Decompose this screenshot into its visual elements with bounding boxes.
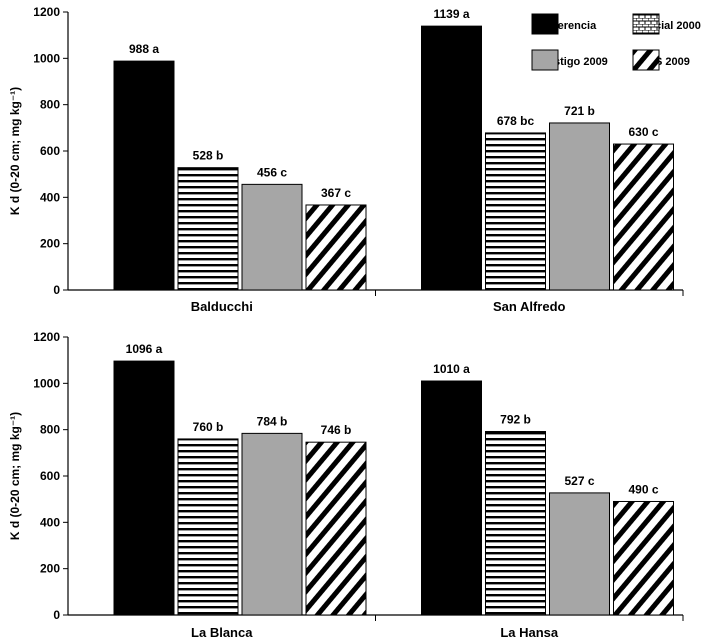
bar [305, 441, 367, 616]
y-tick-label: 800 [40, 423, 60, 437]
data-label: 630 c [628, 125, 658, 139]
bar [305, 204, 367, 291]
data-label: 1096 a [126, 342, 163, 356]
category-label: San Alfredo [493, 299, 566, 314]
bar [549, 122, 610, 291]
y-tick-label: 1000 [33, 51, 60, 65]
y-axis-label: K d (0-20 cm; mg kg⁻¹) [8, 87, 22, 215]
bar [421, 25, 482, 291]
data-label: 784 b [257, 414, 288, 428]
legend: ferencia cial 2000 stigo 2009 S 2009 [531, 13, 701, 71]
y-tick-label: 200 [40, 237, 60, 251]
y-tick-label: 1200 [33, 5, 60, 19]
y-tick-label: 1200 [33, 330, 60, 344]
bar [549, 492, 610, 616]
bar [177, 167, 239, 291]
y-axis-label: K d (0-20 cm; mg kg⁻¹) [8, 412, 22, 540]
legend-item: cial 2000 [632, 13, 701, 35]
bar [241, 432, 303, 616]
legend-swatch [531, 49, 559, 71]
y-tick-label: 0 [53, 608, 60, 622]
y-tick-label: 600 [40, 144, 60, 158]
y-tick-label: 0 [53, 283, 60, 297]
category-label: Balducchi [191, 299, 253, 314]
y-tick-label: 600 [40, 469, 60, 483]
data-label: 528 b [193, 149, 224, 163]
y-tick-label: 400 [40, 190, 60, 204]
chart-panels: K d (0-20 cm; mg kg⁻¹) 0 200 400 600 800 1000 1… [8, 5, 684, 640]
bar [613, 500, 674, 616]
data-label: 490 c [628, 482, 658, 496]
legend-label: cial 2000 [655, 20, 701, 32]
legend-label: S 2009 [655, 56, 690, 68]
panel-1: K d (0-20 cm; mg kg⁻¹) 0 200 400 600 800 1000 1… [8, 330, 684, 640]
bar [177, 438, 239, 616]
bar [485, 132, 546, 291]
data-label: 1010 a [433, 362, 470, 376]
y-tick-label: 400 [40, 515, 60, 529]
panel-0: K d (0-20 cm; mg kg⁻¹) 0 200 400 600 800 1000 1… [8, 5, 684, 314]
category-label: La Blanca [191, 625, 253, 640]
data-label: 1139 a [433, 7, 469, 21]
bar [485, 431, 546, 616]
legend-swatch [632, 13, 660, 35]
data-label: 721 b [564, 104, 595, 118]
bar [113, 360, 175, 616]
data-label: 367 c [321, 186, 351, 200]
data-label: 760 b [193, 420, 224, 434]
data-label: 792 b [500, 413, 531, 427]
bar [421, 380, 482, 616]
legend-label: stigo 2009 [554, 56, 608, 68]
data-label: 456 c [257, 165, 287, 179]
legend-label: ferencia [554, 20, 597, 32]
data-label: 678 bc [497, 114, 535, 128]
data-label: 746 b [321, 423, 352, 437]
y-tick-label: 1000 [33, 376, 60, 390]
legend-swatch [531, 13, 559, 35]
bar [113, 60, 175, 291]
data-label: 988 a [129, 42, 159, 56]
legend-item: stigo 2009 [531, 49, 608, 71]
bar [241, 183, 303, 291]
y-tick-label: 800 [40, 98, 60, 112]
legend-item: S 2009 [632, 49, 690, 71]
bar [613, 143, 674, 291]
y-tick-label: 200 [40, 562, 60, 576]
data-label: 527 c [564, 474, 594, 488]
legend-swatch [632, 49, 660, 71]
category-label: La Hansa [500, 625, 559, 640]
legend-item: ferencia [531, 13, 597, 35]
